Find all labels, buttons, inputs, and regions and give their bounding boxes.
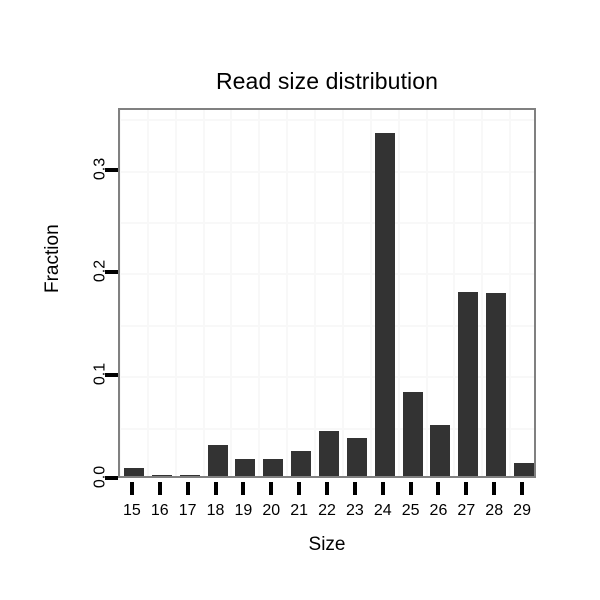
y-tick-mark: [105, 373, 118, 378]
x-tick-mark: [241, 482, 246, 495]
gridline-vertical: [258, 110, 261, 476]
gridline-horizontal: [120, 273, 534, 276]
y-axis-title: Fraction: [42, 224, 63, 293]
bar: [346, 437, 367, 476]
y-tick-mark: [105, 270, 118, 275]
gridline-horizontal: [120, 376, 534, 379]
x-tick-mark: [380, 482, 385, 495]
x-tick-mark: [325, 482, 329, 495]
gridline-vertical: [369, 110, 372, 476]
gridline-horizontal: [120, 222, 534, 225]
gridline-vertical: [286, 110, 289, 476]
x-tick-mark: [464, 482, 469, 495]
x-tick-label: 27: [457, 502, 476, 519]
x-axis: 15 16 17 18 19 20 21 22 23 24 25 26 27 28 29 Size: [0, 478, 600, 600]
bar: [263, 458, 284, 476]
bar: [291, 451, 312, 476]
bar: [179, 474, 200, 476]
y-tick-label: 0.1: [91, 363, 108, 386]
bar: [207, 445, 228, 476]
x-tick-label: 26: [429, 502, 448, 519]
chart-title-text: Read size distribution: [215, 68, 439, 94]
gridline-vertical: [425, 110, 428, 476]
bar: [318, 430, 340, 476]
gridline-vertical: [341, 110, 344, 476]
bar: [402, 391, 423, 476]
x-tick-label: 29: [513, 502, 531, 519]
bar: [374, 132, 395, 476]
x-tick-label: 24: [373, 502, 392, 519]
x-tick-label: 21: [290, 502, 309, 519]
x-tick-label: 22: [318, 502, 336, 519]
gridline-horizontal: [120, 427, 534, 430]
x-tick-mark: [408, 482, 413, 495]
bar: [151, 474, 172, 476]
plot-area: [120, 110, 534, 476]
x-tick-label: 15: [123, 502, 141, 519]
bar: [514, 462, 534, 476]
gridline-horizontal: [120, 324, 534, 327]
gridline-vertical: [174, 110, 177, 476]
x-tick-label: 28: [485, 502, 504, 519]
y-tick-label: 0.2: [91, 260, 108, 283]
y-tick-mark: [105, 167, 118, 172]
x-tick-mark: [520, 482, 525, 495]
gridline-vertical: [230, 110, 233, 476]
x-tick-label: 16: [150, 502, 169, 519]
gridline-vertical: [481, 110, 484, 476]
x-tick-label: 20: [262, 502, 281, 519]
y-tick-label: 0.3: [91, 157, 108, 180]
y-tick-mark: [105, 476, 118, 480]
x-tick-label: 23: [345, 502, 364, 519]
x-tick-mark: [297, 482, 302, 495]
gridline-vertical: [397, 110, 400, 476]
x-tick-label: 19: [234, 502, 253, 519]
bar: [235, 458, 256, 476]
gridline-vertical: [314, 110, 317, 476]
gridline-vertical: [120, 110, 121, 476]
bar: [486, 293, 507, 476]
bar: [123, 467, 144, 476]
x-tick-mark: [352, 482, 357, 495]
x-axis-title-text: Size: [308, 534, 346, 555]
x-tick-label: 17: [178, 502, 197, 519]
x-tick-mark: [436, 482, 441, 495]
x-tick-mark: [492, 482, 497, 495]
chart-title: Read size distribution: [0, 68, 600, 95]
gridline-horizontal: [120, 170, 534, 173]
gridline-vertical: [146, 110, 149, 476]
x-tick-label: 25: [401, 502, 420, 519]
x-tick-mark: [129, 482, 134, 495]
x-tick-label: 18: [206, 502, 225, 519]
x-tick-mark: [185, 482, 190, 495]
gridline-vertical: [202, 110, 205, 476]
gridline-horizontal: [120, 119, 534, 122]
x-axis-title: Size: [0, 534, 600, 556]
gridline-vertical: [453, 110, 456, 476]
gridline-vertical: [509, 110, 512, 476]
bar: [430, 424, 451, 476]
y-axis: 0.0 0.1 0.2 0.3 Fraction: [0, 0, 118, 600]
bar: [458, 292, 479, 476]
plot-panel: [118, 108, 536, 478]
x-tick-mark: [213, 482, 218, 495]
x-tick-mark: [157, 482, 162, 495]
x-tick-mark: [269, 482, 274, 495]
